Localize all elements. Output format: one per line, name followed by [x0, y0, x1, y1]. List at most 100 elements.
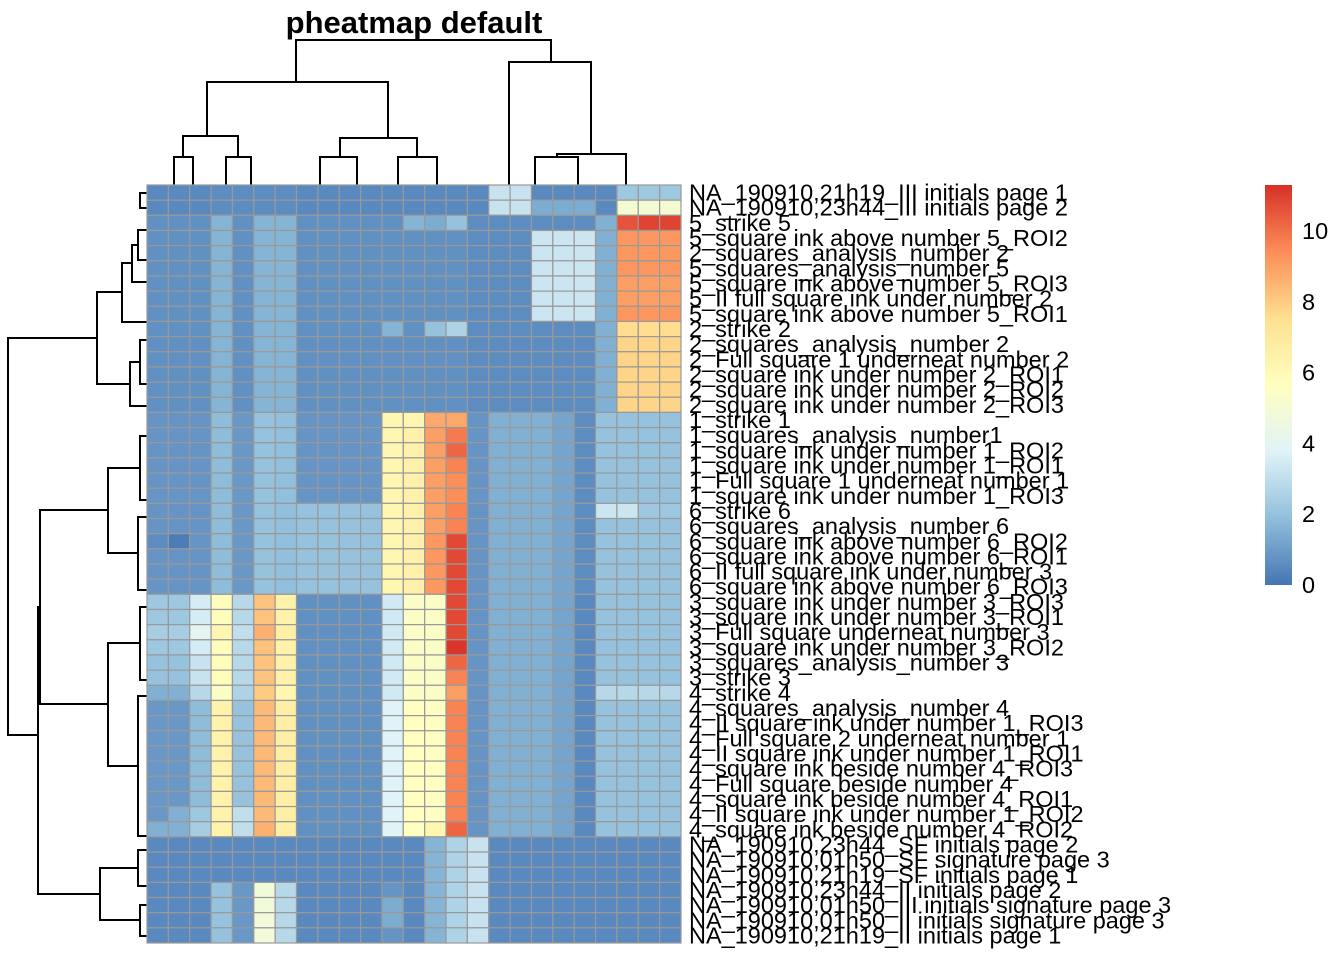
heatmap-cell — [530, 836, 554, 853]
heatmap-cell — [274, 851, 298, 868]
heatmap-cell — [509, 714, 533, 732]
heatmap-cell — [189, 760, 212, 777]
heatmap-cell — [424, 411, 447, 429]
heatmap-cell — [381, 472, 404, 489]
heatmap-cell — [594, 699, 618, 717]
heatmap-cell — [573, 760, 597, 777]
heatmap-cell — [637, 381, 661, 398]
row-label: NA_190910,23h44_II initials page 2 — [689, 877, 1061, 903]
heatmap-cell — [573, 351, 597, 368]
heatmap-cell — [552, 896, 575, 914]
heatmap-cell — [573, 639, 597, 656]
heatmap-cell — [509, 730, 533, 747]
heatmap-cell — [488, 851, 511, 868]
heatmap-cell — [616, 805, 639, 823]
heatmap-cell — [167, 502, 191, 520]
heatmap-cell — [659, 229, 682, 247]
heatmap-cell — [445, 214, 469, 232]
heatmap-cell — [381, 836, 404, 853]
heatmap-cell — [509, 351, 533, 368]
heatmap-cell — [210, 275, 234, 292]
heatmap-cell — [637, 805, 661, 823]
heatmap-cell — [381, 669, 404, 686]
heatmap-cell — [402, 320, 426, 338]
heatmap-cell — [167, 533, 191, 550]
heatmap-cell — [253, 912, 276, 929]
heatmap-cell — [445, 790, 469, 808]
heatmap-cell — [381, 457, 404, 474]
heatmap-cell — [295, 593, 319, 611]
heatmap-cell — [189, 275, 212, 292]
heatmap-cell — [552, 654, 575, 671]
heatmap-cell — [552, 396, 575, 413]
heatmap-cell — [530, 775, 554, 792]
heatmap-cell — [360, 639, 383, 656]
heatmap-cell — [231, 320, 255, 338]
heatmap-cell — [488, 320, 511, 338]
heatmap-cell — [509, 533, 533, 550]
heatmap-cell — [530, 578, 554, 595]
heatmap-cell — [530, 472, 554, 489]
heatmap-cell — [231, 245, 255, 262]
heatmap-cell — [338, 472, 362, 489]
heatmap-cell — [573, 517, 597, 535]
heatmap-cell — [530, 548, 554, 565]
heatmap-cell — [231, 578, 255, 595]
heatmap-cell — [616, 896, 639, 914]
heatmap-cell — [594, 714, 618, 732]
heatmap-cell — [189, 730, 212, 747]
heatmap-cell — [573, 714, 597, 732]
heatmap-cell — [616, 563, 639, 580]
heatmap-cell — [317, 366, 340, 383]
heatmap-cell — [338, 563, 362, 580]
heatmap-cell — [594, 336, 618, 353]
heatmap-cell — [274, 366, 298, 383]
heatmap-cell — [317, 912, 340, 929]
heatmap-cell — [573, 836, 597, 853]
heatmap-cell — [274, 426, 298, 444]
heatmap-cell — [509, 517, 533, 535]
heatmap-cell — [295, 624, 319, 641]
heatmap-cell — [466, 260, 490, 277]
row-label: 6_strike 6 — [689, 498, 791, 524]
heatmap-cell — [295, 563, 319, 580]
heatmap-cell — [338, 275, 362, 292]
heatmap-cell — [509, 912, 533, 929]
heatmap-cell — [466, 912, 490, 929]
heatmap-cell — [274, 730, 298, 747]
heatmap-cell — [402, 714, 426, 732]
heatmap-cell — [317, 199, 340, 216]
heatmap-cell — [616, 790, 639, 808]
heatmap-cell — [659, 730, 682, 747]
heatmap-cell — [594, 517, 618, 535]
heatmap-cell — [573, 548, 597, 565]
heatmap-cell — [146, 881, 169, 899]
heatmap-cell — [360, 199, 383, 216]
heatmap-cell — [274, 912, 298, 929]
heatmap-cell — [338, 684, 362, 702]
heatmap-cell — [360, 866, 383, 883]
heatmap-cell — [253, 396, 276, 413]
heatmap-cell — [189, 669, 212, 686]
heatmap-cell — [146, 805, 169, 823]
row-label: NA_190910,23h44_III initials page 2 — [689, 195, 1068, 221]
heatmap-cell — [231, 305, 255, 323]
heatmap-cell — [466, 320, 490, 338]
heatmap-cell — [146, 457, 169, 474]
heatmap-cell — [317, 578, 340, 595]
heatmap-cell — [360, 517, 383, 535]
heatmap-cell — [360, 593, 383, 611]
heatmap-cell — [167, 639, 191, 656]
heatmap-cell — [637, 366, 661, 383]
heatmap-cell — [594, 411, 618, 429]
heatmap-cell — [338, 821, 362, 838]
heatmap-cell — [231, 229, 255, 247]
heatmap-cell — [637, 184, 661, 201]
heatmap-cell — [445, 563, 469, 580]
heatmap-cell — [210, 396, 234, 413]
heatmap-cell — [530, 851, 554, 868]
heatmap-cell — [637, 912, 661, 929]
heatmap-cell — [509, 245, 533, 262]
heatmap-cell — [146, 912, 169, 929]
heatmap-cell — [445, 366, 469, 383]
